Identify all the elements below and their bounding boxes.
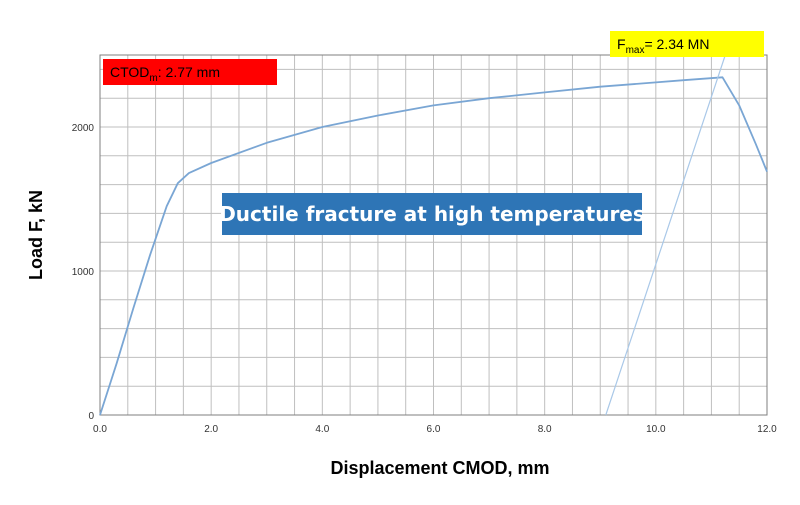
- x-tick-label: 4.0: [315, 424, 329, 435]
- x-tick-label: 10.0: [646, 424, 666, 435]
- unloading-line: [605, 54, 726, 416]
- fmax-annotation-text: Fmax= 2.34 MN: [617, 36, 709, 56]
- x-tick-label: 12.0: [757, 424, 777, 435]
- x-tick-label: 2.0: [204, 424, 218, 435]
- y-tick-label: 2000: [72, 123, 95, 134]
- banner-box: [222, 193, 642, 235]
- fmax-annotation: Fmax= 2.34 MN: [610, 31, 764, 57]
- x-tick-label: 6.0: [427, 424, 441, 435]
- ctod-annotation-box: [103, 59, 277, 85]
- ctod-annotation-text: CTODm: 2.77 mm: [110, 64, 220, 84]
- ctod-text-main: CTOD: [110, 64, 149, 80]
- fmax-text-rest: = 2.34 MN: [644, 36, 709, 52]
- fmax-text-sub: max: [626, 45, 645, 56]
- y-tick-label: 0: [88, 411, 94, 422]
- ctod-annotation: CTODm: 2.77 mm: [103, 59, 277, 85]
- tick-labels: 0.0 2.0 4.0 6.0 8.0 10.0 12.0 0 1000 2000: [72, 123, 777, 435]
- series: [99, 54, 768, 416]
- x-tick-label: 0.0: [93, 424, 107, 435]
- fmax-text-main: F: [617, 36, 626, 52]
- ctod-text-sub: m: [149, 73, 157, 84]
- y-tick-label: 1000: [72, 267, 95, 278]
- banner: Ductile fracture at high temperatures: [219, 193, 645, 235]
- y-axis-title: Load F, kN: [26, 190, 46, 280]
- x-axis-title: Displacement CMOD, mm: [330, 458, 549, 478]
- load-displacement-line: [99, 76, 768, 416]
- x-tick-label: 8.0: [538, 424, 552, 435]
- ctod-text-rest: : 2.77 mm: [158, 64, 220, 80]
- fmax-annotation-box: [610, 31, 764, 57]
- plot-border: [99, 54, 768, 416]
- banner-text: Ductile fracture at high temperatures: [219, 202, 645, 226]
